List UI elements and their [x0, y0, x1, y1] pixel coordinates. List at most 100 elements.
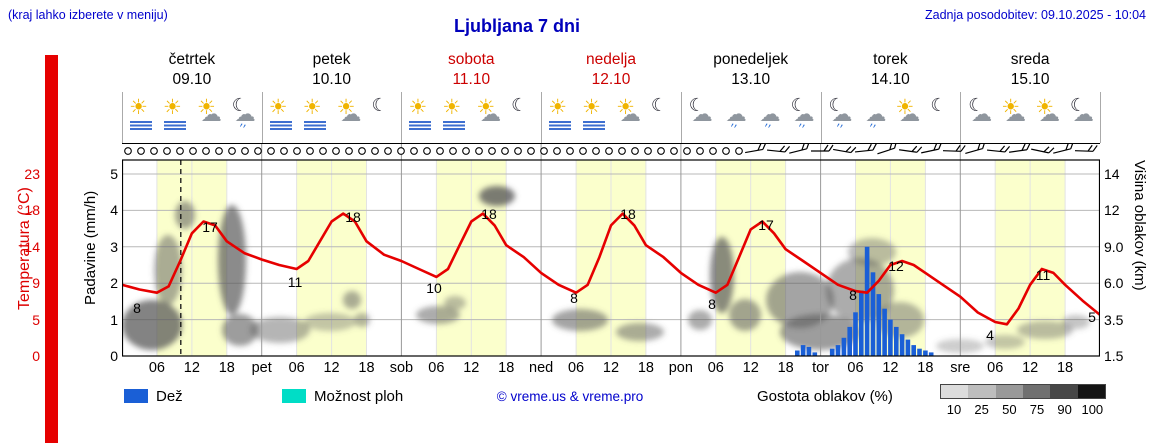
density-tick: 100 [1081, 402, 1104, 417]
density-segment [941, 385, 969, 398]
cloud-icon: ☁ [480, 103, 502, 126]
wind-barb-icon [942, 144, 966, 152]
sun-icon: ☀ [895, 96, 915, 119]
day-separator [1100, 92, 1101, 143]
x-tick-06: 06 [847, 360, 864, 376]
x-tick-06: 06 [987, 360, 1004, 376]
day-header-nedelja: nedelja 12.10 [541, 50, 681, 92]
temp-value-label: 17 [758, 217, 774, 233]
density-tick: 75 [1029, 402, 1045, 417]
cloud-cover-circle [124, 147, 132, 155]
precip-tick: 4 [110, 202, 118, 219]
cloud-cover-circle [657, 147, 665, 155]
density-tick: 10 [946, 402, 962, 417]
temp-value-label: 17 [202, 219, 218, 235]
showers-legend-label: Možnost ploh [314, 388, 404, 405]
cloud-icon: ☁ [725, 103, 747, 126]
weather-icon-sun-fog: ☀ [126, 95, 156, 139]
x-tick-06: 06 [148, 360, 165, 376]
cloud-cover-circle [709, 147, 717, 155]
x-tick-pet: pet [251, 360, 272, 376]
moon-icon: ☾ [511, 95, 528, 115]
day-header-ponedeljek: ponedeljek 13.10 [681, 50, 821, 92]
temp-tick: 9 [32, 275, 40, 292]
day-name: torek [873, 51, 908, 68]
day-separator [122, 92, 123, 143]
temp-value-label: 8 [570, 290, 578, 306]
day-header-četrtek: četrtek 09.10 [122, 50, 262, 92]
cloud-cover-circle [631, 147, 639, 155]
cloud-height-tick: 9.0 [1104, 238, 1124, 255]
x-tick-18: 18 [218, 360, 235, 376]
day-date: 15.10 [1010, 71, 1050, 88]
cloud-cover-circle [449, 147, 457, 155]
precip-tick: 3 [110, 238, 118, 255]
x-tick-12: 12 [882, 360, 899, 376]
fog-icon [269, 121, 292, 130]
sun-icon: ☀ [196, 96, 216, 119]
cloud-icon: ☁ [340, 103, 362, 126]
temp-value-label: 18 [345, 209, 361, 225]
x-tick-06: 06 [567, 360, 585, 376]
density-segment [1050, 385, 1078, 398]
day-icons-četrtek: ☀ ☀ ☀ ☁ ☾ ☁ ′′ [122, 92, 262, 142]
cloud-cover-circle [397, 147, 405, 155]
weather-icon-moon-cloud: ☾ ☁ [685, 95, 715, 139]
temp-value-label: 11 [1036, 267, 1051, 283]
cloud-icon: ☁ [234, 103, 256, 126]
temperature-axis-strip [45, 55, 58, 443]
precip-tick: 1 [110, 311, 118, 328]
day-separator [541, 92, 543, 143]
weather-icon-sun-fog: ☀ [579, 95, 609, 139]
cloud-cover-circle [137, 147, 145, 155]
cloud-cover-circle [202, 147, 210, 155]
cloud-cover-circle [670, 147, 678, 155]
sun-icon: ☀ [408, 96, 428, 119]
weather-icon-moon: ☾ [926, 95, 956, 139]
weather-icon-moon-cloud-rain: ☾ ☁ ′′ [787, 95, 817, 139]
temp-value-label: 8 [849, 287, 857, 303]
density-tick: 90 [1057, 402, 1072, 417]
wind-barb-icon [1074, 144, 1098, 152]
cloud-density-label: Gostota oblakov (%) [757, 388, 893, 405]
x-tick-18: 18 [1056, 360, 1074, 376]
weather-icon-sun-cloud: ☀ ☁ [473, 95, 503, 139]
cloud-cover-circle [579, 147, 587, 155]
day-header-sreda: sreda 15.10 [960, 50, 1100, 92]
precip-tick: 5 [110, 166, 118, 182]
moon-icon: ☾ [650, 95, 668, 115]
weather-icon-sun-fog: ☀ [266, 95, 296, 139]
temp-value-label: 8 [708, 296, 716, 312]
day-date: 13.10 [731, 71, 771, 88]
page-title: Ljubljana 7 dni [453, 16, 580, 36]
temp-tick: 18 [24, 202, 40, 219]
cloud-cover-circle [436, 147, 444, 155]
cloud-cover-circle [293, 147, 301, 155]
x-tick-sob: sob [389, 360, 414, 376]
day-icons-torek: ☾ ☁ ′′ ☁ ′′ ☀ ☁ ☾ [821, 92, 961, 142]
day-date: 09.10 [172, 71, 212, 88]
weather-icon-moon: ☾ [507, 95, 537, 139]
cloud-cover-circle [306, 147, 314, 155]
day-name: sreda [1010, 51, 1050, 68]
copyright-link[interactable]: © vreme.us & vreme.pro [496, 389, 644, 404]
precip-tick: 2 [110, 275, 118, 292]
cloud-cover-circle [462, 147, 470, 155]
cloud-icon: ☁ [865, 103, 887, 126]
x-tick-12: 12 [323, 360, 340, 376]
precip-tick: 0 [110, 348, 118, 364]
sun-icon: ☀ [1035, 96, 1054, 119]
weather-icon-moon-cloud: ☾ ☁ [964, 95, 994, 139]
day-icons-nedelja: ☀ ☀ ☀ ☁ ☾ [541, 92, 681, 142]
day-date: 11.10 [452, 71, 491, 88]
sun-icon: ☀ [128, 96, 148, 119]
sun-icon: ☀ [615, 96, 635, 119]
showers-legend-swatch [282, 389, 306, 403]
cloud-cover-circle [267, 147, 275, 155]
temp-value-label: 8 [133, 300, 141, 316]
cloud-icon: ☁ [619, 103, 641, 126]
wind-barb-icon [986, 145, 1011, 153]
temp-tick: 14 [24, 238, 40, 255]
wind-barb-icon [854, 143, 877, 153]
